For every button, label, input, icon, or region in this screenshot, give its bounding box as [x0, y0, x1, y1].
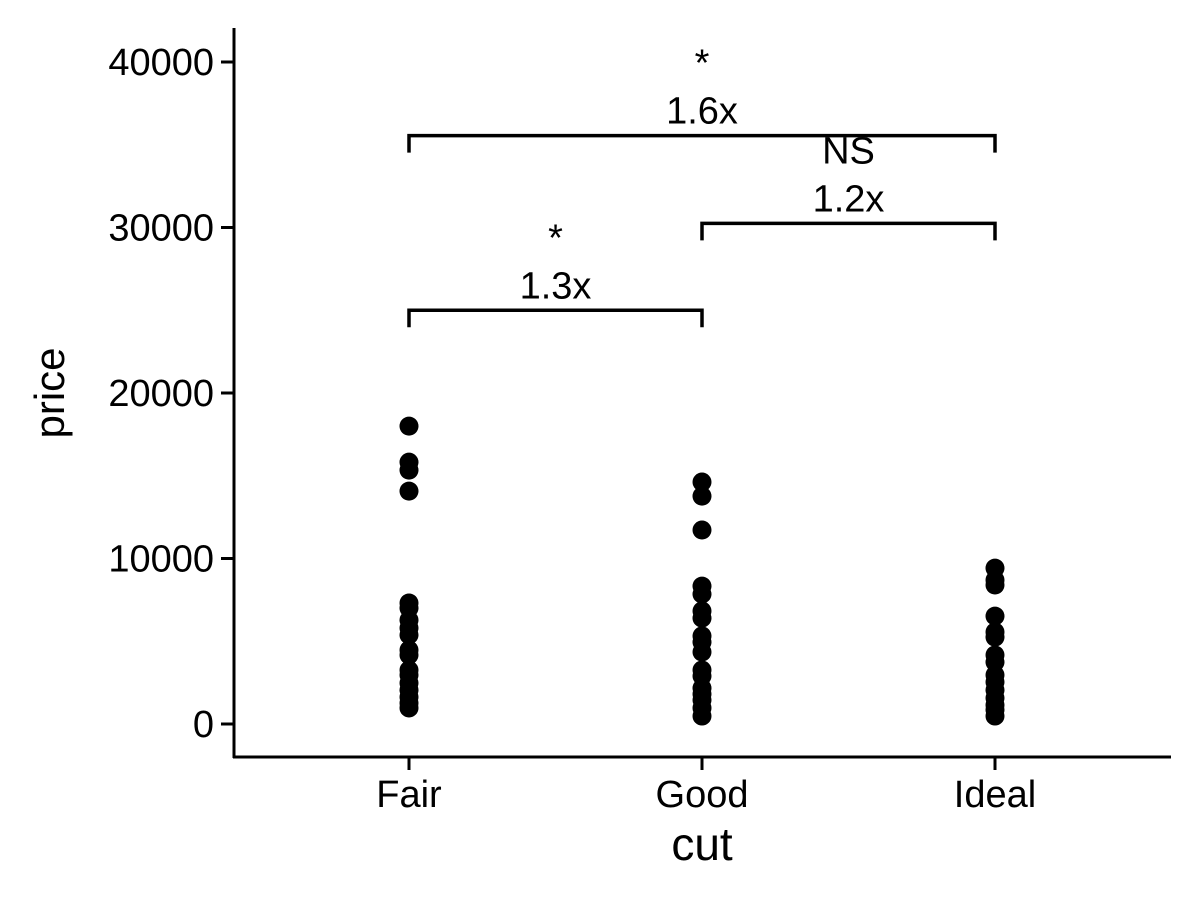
y-tick-label: 40000 — [108, 42, 214, 84]
x-axis-label: cut — [671, 818, 733, 870]
chart-marks: 0 10000 20000 30000 40000 Fair Good Ideal 1.3x * 1… — [108, 28, 1171, 816]
data-point — [399, 481, 419, 501]
data-point — [399, 625, 419, 645]
data-point — [692, 584, 712, 604]
x-tick-label: Good — [656, 774, 749, 816]
data-point — [985, 706, 1005, 726]
data-point — [692, 486, 712, 506]
fold-change-label: 1.2x — [813, 178, 885, 220]
data-point — [692, 472, 712, 492]
y-tick-label: 0 — [193, 704, 214, 746]
significance-label: * — [695, 43, 710, 85]
data-point — [399, 645, 419, 665]
data-point — [985, 606, 1005, 626]
comparison-bracket — [407, 308, 704, 328]
y-tick-label: 20000 — [108, 373, 214, 415]
y-tick-label: 30000 — [108, 208, 214, 250]
data-point — [399, 698, 419, 718]
data-point — [985, 627, 1005, 647]
data-point — [692, 642, 712, 662]
data-point — [399, 460, 419, 480]
data-point — [399, 416, 419, 436]
y-axis-label: price — [26, 347, 73, 438]
fold-change-label: 1.6x — [666, 91, 738, 133]
data-point — [692, 608, 712, 628]
data-point — [692, 520, 712, 540]
significance-label: * — [548, 217, 563, 259]
fold-change-label: 1.3x — [520, 265, 592, 307]
y-tick-label: 10000 — [108, 539, 214, 581]
data-point — [985, 575, 1005, 595]
comparison-bracket — [407, 133, 997, 153]
data-point — [692, 706, 712, 726]
x-tick-label: Fair — [376, 774, 442, 816]
comparison-bracket — [700, 221, 997, 241]
x-tick-label: Ideal — [954, 774, 1036, 816]
